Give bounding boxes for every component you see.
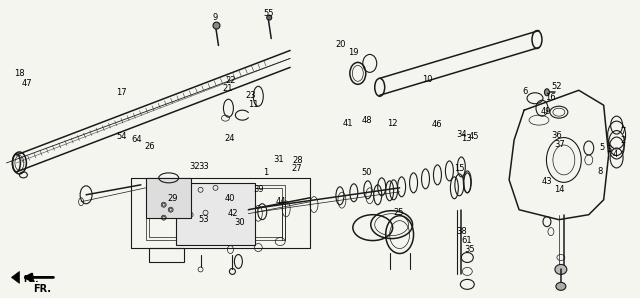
Text: 11: 11 [248,100,259,109]
Bar [175,183,255,245]
Text: 7: 7 [620,127,625,136]
Text: 35: 35 [465,245,475,254]
Text: 30: 30 [234,218,245,227]
Text: 34: 34 [456,130,467,139]
Text: 8: 8 [598,167,603,176]
Bar [149,188,282,237]
Text: 1: 1 [263,168,268,177]
Ellipse shape [556,283,566,290]
Text: 17: 17 [116,88,127,97]
Text: 9: 9 [213,13,218,21]
Text: FR.: FR. [33,284,51,294]
Text: 52: 52 [552,82,562,91]
Text: 61: 61 [461,236,472,245]
Text: 53: 53 [199,215,209,224]
Text: 27: 27 [291,164,301,173]
Ellipse shape [545,89,549,96]
Text: 31: 31 [273,155,284,164]
Bar [146,178,191,218]
Text: 21: 21 [222,84,233,93]
Bar [149,248,184,263]
Text: 10: 10 [422,75,432,84]
Text: 15: 15 [454,164,464,173]
Text: 24: 24 [224,134,235,143]
Text: 22: 22 [225,76,236,85]
Text: 37: 37 [554,140,565,149]
Text: 25: 25 [394,208,404,217]
Text: 64: 64 [132,135,143,144]
Bar [146,185,285,240]
Text: 19: 19 [349,48,359,57]
Text: 47: 47 [22,79,32,88]
Text: 3: 3 [606,145,611,153]
Text: 20: 20 [336,40,346,49]
Text: FR.: FR. [24,275,39,284]
Text: 2: 2 [620,136,625,145]
Text: 28: 28 [292,156,303,165]
Text: 46: 46 [432,120,442,129]
Text: 13: 13 [461,134,472,143]
Text: 33: 33 [198,162,209,171]
Text: 40: 40 [224,194,235,203]
Ellipse shape [267,15,272,20]
Ellipse shape [213,22,220,29]
Text: 18: 18 [14,69,25,78]
Text: 26: 26 [145,142,156,150]
Text: 14: 14 [554,184,564,193]
Text: 23: 23 [246,91,257,100]
Text: 55: 55 [264,9,275,18]
Text: 6: 6 [522,87,528,96]
Text: 41: 41 [342,119,353,128]
Text: 5: 5 [599,143,604,152]
Text: 36: 36 [552,131,563,140]
Text: 4: 4 [612,150,618,159]
Text: 45: 45 [469,132,479,141]
Text: 49: 49 [540,107,551,117]
Text: 32: 32 [189,162,200,171]
Text: 54: 54 [116,132,127,141]
Text: 29: 29 [167,194,177,203]
Text: 42: 42 [227,209,238,218]
Text: 12: 12 [387,119,398,128]
Text: 43: 43 [541,176,552,186]
Text: 44: 44 [275,197,285,206]
Text: 39: 39 [253,184,264,193]
Text: 50: 50 [361,168,372,177]
Ellipse shape [555,264,567,274]
Text: 48: 48 [361,116,372,125]
Text: 16: 16 [545,93,556,102]
Polygon shape [12,271,19,283]
Text: 38: 38 [456,227,467,236]
